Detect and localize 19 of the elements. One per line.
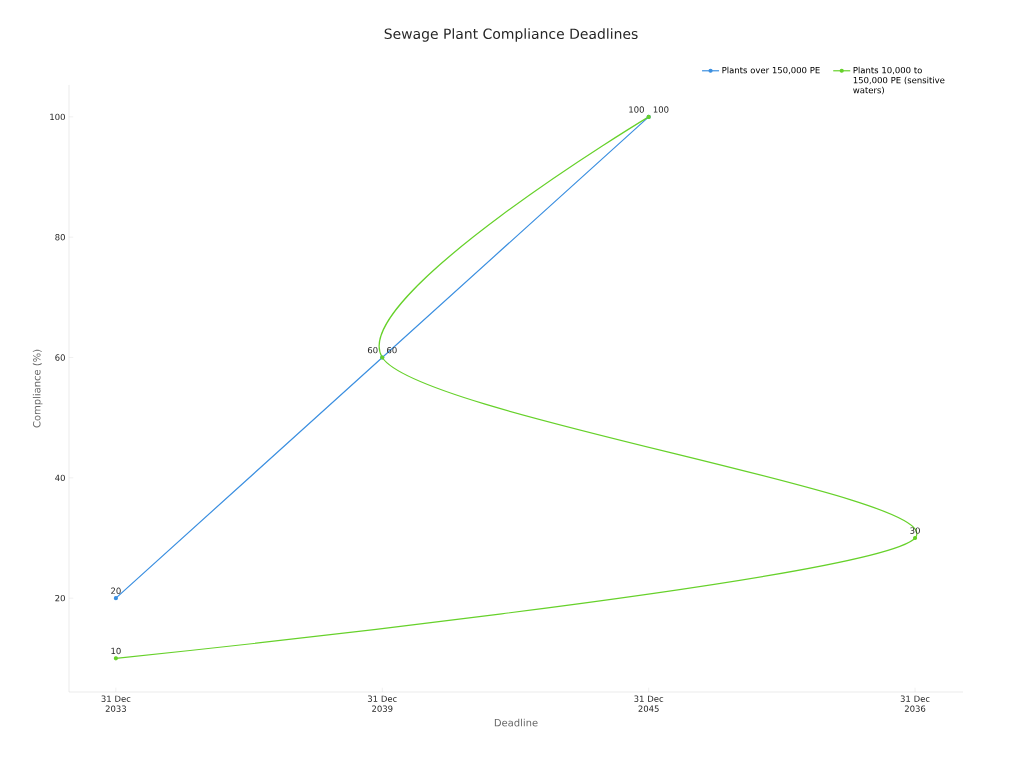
chart-title: Sewage Plant Compliance Deadlines xyxy=(384,28,638,42)
data-label: 100 xyxy=(629,106,644,113)
x-tick-label: 31 Dec 2045 xyxy=(634,695,664,712)
y-axis-title: Compliance (%) xyxy=(32,349,43,428)
data-label: 60 xyxy=(367,346,378,354)
x-tick-label: 31 Dec 2039 xyxy=(367,695,397,712)
x-axis-title: Deadline xyxy=(494,718,538,727)
data-label: 100 xyxy=(653,106,669,113)
legend-label: Plants 10,000 to 150,000 PE (sensitive waters) xyxy=(853,66,945,95)
x-tick-label: 31 Dec 2033 xyxy=(101,695,131,712)
y-tick-label: 80 xyxy=(55,234,65,241)
data-label: 20 xyxy=(111,587,121,594)
legend-label: Plants over 150,000 PE xyxy=(722,66,820,75)
y-tick-label: 100 xyxy=(50,113,65,121)
x-tick-label: 31 Dec 2036 xyxy=(900,695,930,712)
data-label: 10 xyxy=(111,647,121,655)
y-tick-label: 40 xyxy=(55,474,65,482)
y-tick-label: 60 xyxy=(55,354,65,361)
y-tick-label: 20 xyxy=(55,594,65,602)
